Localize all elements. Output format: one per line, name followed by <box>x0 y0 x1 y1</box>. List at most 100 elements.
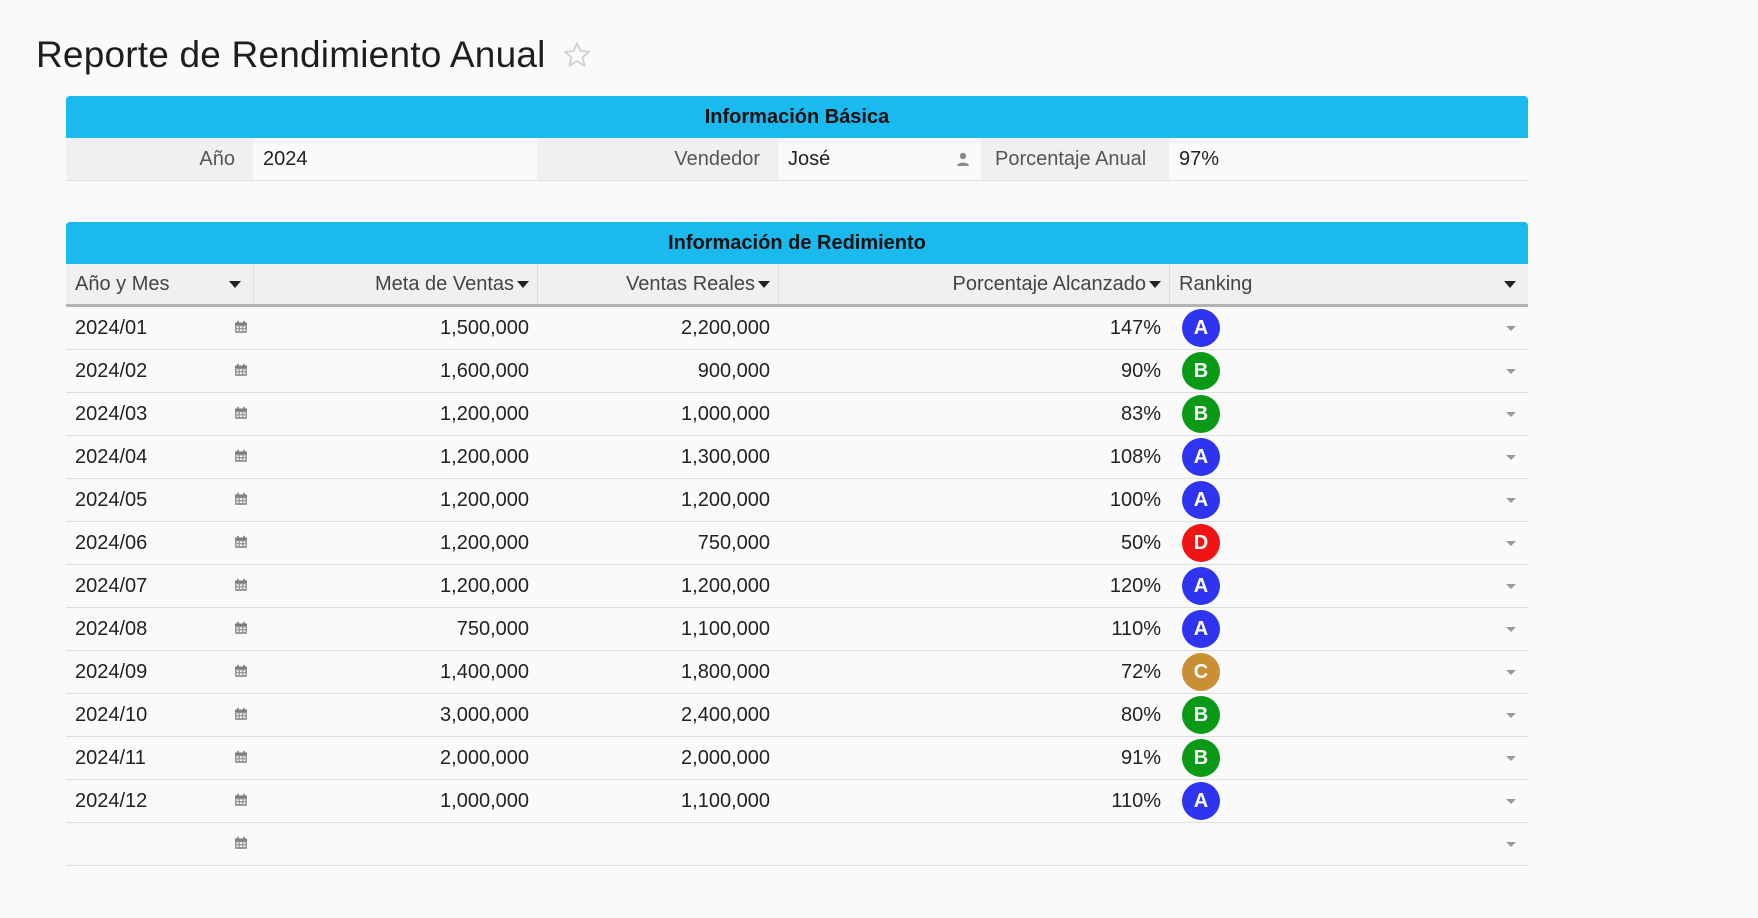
caret-down-icon[interactable] <box>229 280 241 288</box>
goal-cell[interactable]: 1,000,000 <box>440 789 529 812</box>
calendar-icon[interactable] <box>234 406 248 420</box>
month-cell[interactable]: 2024/08 <box>66 608 254 650</box>
caret-down-icon[interactable] <box>517 280 529 288</box>
month-cell[interactable]: 2024/09 <box>66 651 254 693</box>
basic-info-header: Información Básica <box>66 96 1528 138</box>
month-cell[interactable]: 2024/04 <box>66 436 254 478</box>
column-header-goal[interactable]: Meta de Ventas <box>254 264 538 304</box>
calendar-icon[interactable] <box>234 449 248 463</box>
ranking-cell[interactable]: C <box>1170 651 1528 693</box>
caret-down-icon[interactable] <box>1506 670 1516 675</box>
sales-cell[interactable]: 1,200,000 <box>681 488 770 511</box>
column-header-pct[interactable]: Porcentaje Alcanzado <box>779 264 1170 304</box>
calendar-icon[interactable] <box>234 707 248 721</box>
calendar-icon[interactable] <box>234 320 248 334</box>
goal-cell[interactable] <box>254 823 538 865</box>
caret-down-icon[interactable] <box>1506 756 1516 761</box>
sales-cell[interactable]: 2,200,000 <box>681 316 770 339</box>
month-cell[interactable]: 2024/01 <box>66 307 254 349</box>
month-value: 2024/12 <box>75 789 148 812</box>
month-cell[interactable]: 2024/11 <box>66 737 254 779</box>
ranking-cell[interactable] <box>1170 823 1528 865</box>
caret-down-icon[interactable] <box>1506 412 1516 417</box>
column-label-month: Año y Mes <box>75 272 170 295</box>
month-cell[interactable]: 2024/06 <box>66 522 254 564</box>
seller-field[interactable]: José <box>778 138 981 180</box>
month-cell[interactable]: 2024/10 <box>66 694 254 736</box>
caret-down-icon[interactable] <box>1506 842 1516 847</box>
calendar-icon[interactable] <box>234 836 248 850</box>
column-header-month[interactable]: Año y Mes <box>66 264 254 304</box>
goal-cell[interactable]: 2,000,000 <box>440 746 529 769</box>
calendar-icon[interactable] <box>234 363 248 377</box>
sales-cell[interactable]: 1,200,000 <box>681 574 770 597</box>
caret-down-icon[interactable] <box>1504 280 1516 288</box>
annual-pct-field[interactable]: 97% <box>1169 138 1528 180</box>
ranking-cell[interactable]: A <box>1170 479 1528 521</box>
column-header-ranking[interactable]: Ranking <box>1170 264 1528 304</box>
caret-down-icon[interactable] <box>1506 498 1516 503</box>
month-cell[interactable]: 2024/12 <box>66 780 254 822</box>
goal-cell[interactable]: 1,400,000 <box>440 660 529 683</box>
calendar-icon[interactable] <box>234 750 248 764</box>
caret-down-icon[interactable] <box>1506 713 1516 718</box>
sales-cell[interactable] <box>538 823 779 865</box>
month-cell[interactable]: 2024/05 <box>66 479 254 521</box>
calendar-icon[interactable] <box>234 535 248 549</box>
caret-down-icon[interactable] <box>1506 455 1516 460</box>
calendar-icon[interactable] <box>234 621 248 635</box>
caret-down-icon[interactable] <box>1149 280 1161 288</box>
ranking-cell[interactable]: B <box>1170 350 1528 392</box>
calendar-icon[interactable] <box>234 793 248 807</box>
sales-cell[interactable]: 1,800,000 <box>681 660 770 683</box>
ranking-cell[interactable]: A <box>1170 608 1528 650</box>
goal-cell[interactable]: 1,200,000 <box>440 531 529 554</box>
pct-cell: 108% <box>1109 445 1161 468</box>
sales-cell[interactable]: 1,100,000 <box>681 617 770 640</box>
ranking-cell[interactable]: A <box>1170 436 1528 478</box>
ranking-cell[interactable]: A <box>1170 780 1528 822</box>
goal-cell[interactable]: 1,600,000 <box>440 359 529 382</box>
goal-cell[interactable]: 1,200,000 <box>440 574 529 597</box>
month-cell[interactable]: 2024/02 <box>66 350 254 392</box>
caret-down-icon[interactable] <box>1506 369 1516 374</box>
month-cell[interactable]: 2024/03 <box>66 393 254 435</box>
goal-cell[interactable]: 3,000,000 <box>440 703 529 726</box>
sales-cell[interactable]: 1,000,000 <box>681 402 770 425</box>
ranking-cell[interactable]: B <box>1170 393 1528 435</box>
sales-cell[interactable]: 1,100,000 <box>681 789 770 812</box>
caret-down-icon[interactable] <box>1506 627 1516 632</box>
caret-down-icon[interactable] <box>1506 584 1516 589</box>
column-header-sales[interactable]: Ventas Reales <box>538 264 779 304</box>
sales-cell[interactable]: 750,000 <box>697 531 770 554</box>
goal-cell[interactable]: 1,200,000 <box>440 445 529 468</box>
sales-cell[interactable]: 2,000,000 <box>681 746 770 769</box>
ranking-cell[interactable]: A <box>1170 565 1528 607</box>
goal-cell[interactable]: 1,500,000 <box>440 316 529 339</box>
ranking-cell[interactable]: B <box>1170 694 1528 736</box>
ranking-cell[interactable]: D <box>1170 522 1528 564</box>
pct-cell: 100% <box>1109 488 1161 511</box>
ranking-cell[interactable]: A <box>1170 307 1528 349</box>
month-cell[interactable]: 2024/07 <box>66 565 254 607</box>
caret-down-icon[interactable] <box>758 280 770 288</box>
calendar-icon[interactable] <box>234 492 248 506</box>
person-icon[interactable] <box>955 151 971 167</box>
goal-cell[interactable]: 1,200,000 <box>440 488 529 511</box>
sales-cell[interactable]: 2,400,000 <box>681 703 770 726</box>
caret-down-icon[interactable] <box>1506 799 1516 804</box>
calendar-icon[interactable] <box>234 578 248 592</box>
ranking-cell[interactable]: B <box>1170 737 1528 779</box>
calendar-icon[interactable] <box>234 664 248 678</box>
goal-cell[interactable]: 1,200,000 <box>440 402 529 425</box>
caret-down-icon[interactable] <box>1506 541 1516 546</box>
goal-cell[interactable]: 750,000 <box>456 617 529 640</box>
sales-cell[interactable]: 900,000 <box>697 359 770 382</box>
caret-down-icon[interactable] <box>1506 326 1516 331</box>
year-field[interactable]: 2024 <box>253 138 537 180</box>
month-value: 2024/09 <box>75 660 148 683</box>
month-cell[interactable] <box>66 823 254 865</box>
star-icon[interactable] <box>560 38 594 72</box>
sales-cell[interactable]: 1,300,000 <box>681 445 770 468</box>
